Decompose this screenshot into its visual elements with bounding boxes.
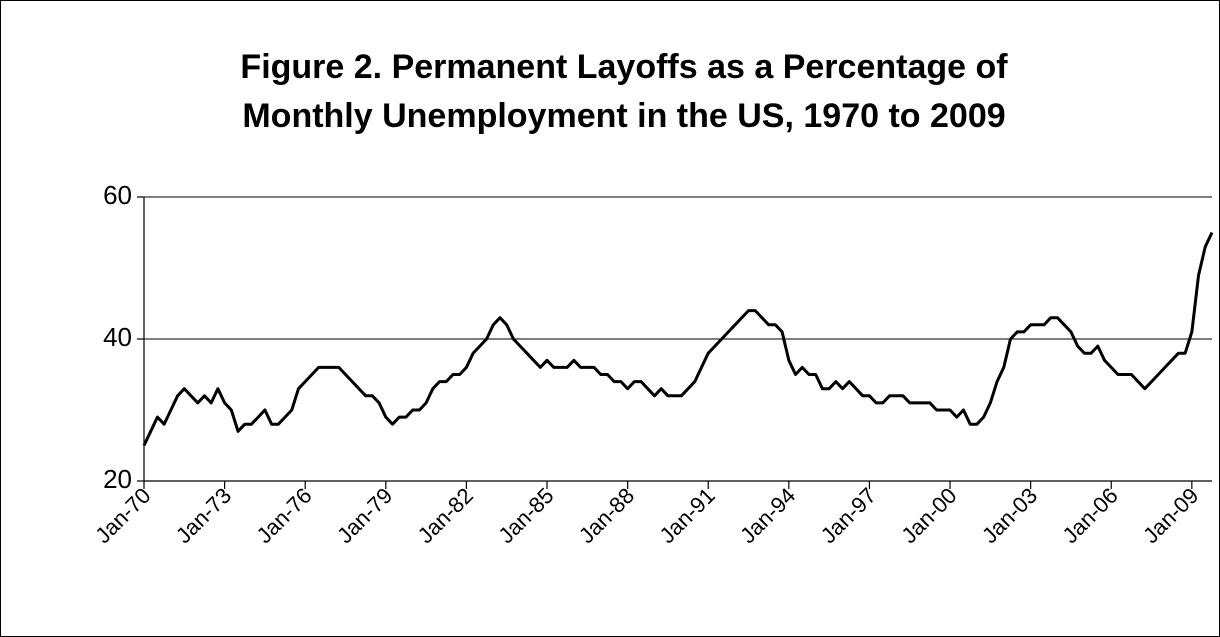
y-tick-label: 40 xyxy=(103,322,132,352)
chart-title: Figure 2. Permanent Layoffs as a Percent… xyxy=(240,48,1008,86)
chart-title: Monthly Unemployment in the US, 1970 to … xyxy=(242,97,1005,135)
data-line xyxy=(142,231,1214,447)
y-tick-label: 20 xyxy=(103,464,132,494)
y-tick-label: 60 xyxy=(103,180,132,210)
